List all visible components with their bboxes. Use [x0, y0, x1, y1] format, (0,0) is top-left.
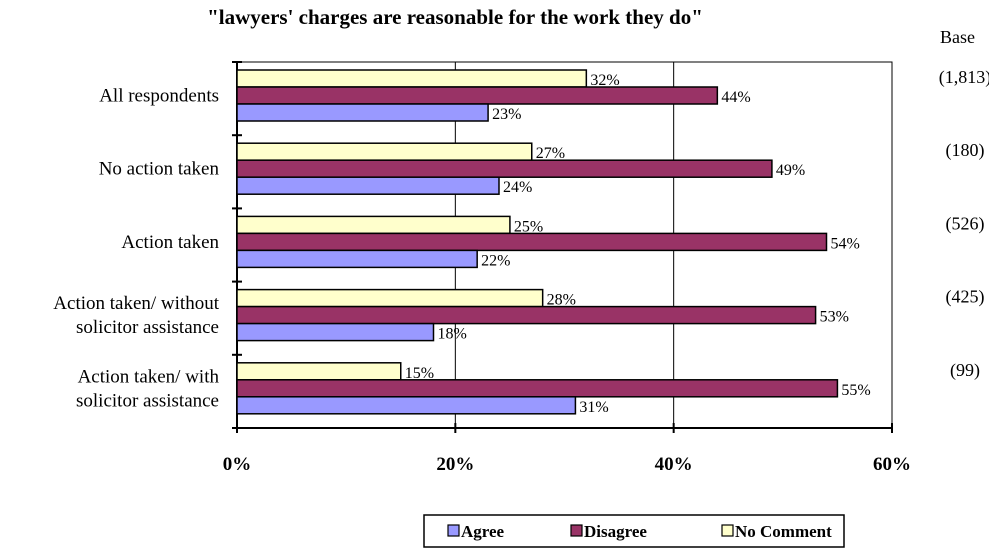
bar-disagree-2: [236, 232, 828, 252]
chart-title: "lawyers' charges are reasonable for the…: [207, 5, 703, 29]
data-label-disagree-4: 55%: [841, 382, 870, 399]
data-label-agree-1: 24%: [503, 179, 532, 196]
legend-swatch-no-comment: [721, 524, 734, 537]
bar-disagree-4: [236, 379, 839, 398]
bar-agree-1: [236, 176, 500, 195]
bar-no-comment-4: [236, 362, 402, 381]
category-label-4-1: solicitor assistance: [76, 390, 219, 411]
base-value-1: (180): [946, 140, 985, 161]
x-tick-label-3: 60%: [873, 454, 911, 475]
data-label-no-comment-1: 27%: [536, 145, 565, 162]
plot-area: 0% 20% 40% 60% 32% 44% 23% All respondents (1,81…: [53, 61, 989, 475]
legend-swatch-disagree: [570, 524, 583, 537]
legend-box: [423, 514, 845, 548]
data-label-no-comment-3: 28%: [547, 292, 576, 309]
data-label-disagree-3: 53%: [820, 309, 849, 326]
category-label-4-0: Action taken/ with: [78, 366, 220, 387]
legend-label-disagree: Disagree: [584, 522, 647, 541]
x-tick-label-1: 20%: [436, 454, 474, 475]
x-tick-label-0: 0%: [223, 454, 252, 475]
data-label-agree-0: 23%: [492, 106, 521, 123]
base-value-2: (526): [946, 213, 985, 234]
legend-label-agree: Agree: [461, 522, 505, 541]
legend-swatch-agree: [447, 524, 460, 537]
base-value-4: (99): [950, 360, 980, 381]
category-label-0-0: All respondents: [99, 86, 219, 107]
category-label-2-0: Action taken: [121, 232, 219, 253]
base-value-0: (1,813): [939, 67, 989, 88]
bar-no-comment-0: [236, 69, 588, 88]
bar-agree-0: [236, 103, 489, 122]
legend: Agree Disagree No Comment: [423, 514, 845, 548]
bar-disagree-3: [236, 305, 817, 325]
category-label-1-0: No action taken: [99, 159, 220, 180]
bar-agree-3: [236, 322, 435, 342]
base-header: Base: [940, 27, 975, 47]
bar-no-comment-3: [236, 288, 544, 308]
data-label-agree-2: 22%: [481, 252, 510, 269]
legend-label-no-comment: No Comment: [735, 522, 832, 541]
bar-no-comment-1: [236, 142, 533, 161]
base-value-3: (425): [946, 287, 985, 308]
data-label-agree-3: 18%: [438, 326, 467, 343]
data-label-no-comment-0: 32%: [590, 72, 619, 89]
bar-agree-2: [236, 249, 478, 269]
bar-disagree-0: [236, 86, 719, 105]
data-label-disagree-2: 54%: [831, 235, 860, 252]
category-label-3-0: Action taken/ without: [53, 293, 219, 314]
data-label-no-comment-2: 25%: [514, 218, 543, 235]
bar-no-comment-2: [236, 215, 511, 235]
data-label-disagree-0: 44%: [721, 89, 750, 106]
x-tick-label-2: 40%: [655, 454, 693, 475]
bar-agree-4: [236, 396, 577, 415]
category-label-3-1: solicitor assistance: [76, 317, 219, 338]
data-label-disagree-1: 49%: [776, 162, 805, 179]
bar-disagree-1: [236, 159, 773, 178]
data-label-no-comment-4: 15%: [405, 365, 434, 382]
data-label-agree-4: 31%: [579, 399, 608, 416]
